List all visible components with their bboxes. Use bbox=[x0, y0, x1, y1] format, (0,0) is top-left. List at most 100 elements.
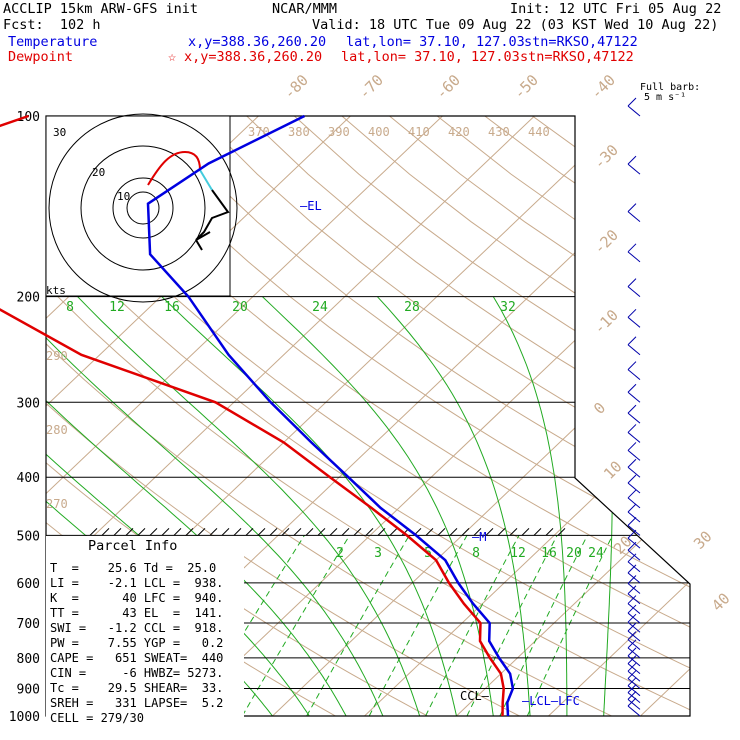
wind-barb bbox=[627, 155, 637, 165]
wind-barb bbox=[627, 647, 641, 659]
hatch-mark bbox=[173, 528, 182, 536]
hatch-mark bbox=[521, 528, 530, 536]
hatch-mark bbox=[113, 528, 122, 536]
wind-barb bbox=[627, 286, 641, 298]
wind-barb bbox=[627, 612, 641, 624]
moist-adiabat-label: 32 bbox=[500, 300, 516, 315]
mixing-ratio-label: 8 bbox=[472, 546, 480, 561]
star-icon: ☆ bbox=[168, 49, 177, 65]
wind-barb bbox=[627, 647, 637, 657]
dry-adiabat-label: 370 bbox=[248, 125, 270, 139]
hodograph-trace-red bbox=[147, 150, 201, 186]
isotherm-label: -10 bbox=[590, 306, 622, 338]
hodograph-trace-end bbox=[195, 231, 211, 251]
dry-adiabat-label: 420 bbox=[448, 125, 470, 139]
pressure-label-300: 300 bbox=[17, 396, 40, 411]
hatch-mark bbox=[269, 528, 278, 536]
hatch-mark bbox=[293, 528, 302, 536]
hatch-mark bbox=[149, 528, 158, 536]
mixing-ratio-label: 16 bbox=[541, 546, 557, 561]
dry-adiabat bbox=[46, 116, 520, 716]
hodograph-unit: kts bbox=[46, 284, 66, 297]
hatch-mark bbox=[161, 528, 170, 536]
parcel-info-row: SREH = 331 LAPSE= 5.2 bbox=[50, 696, 224, 710]
wind-barb bbox=[627, 450, 641, 461]
hatch-mark bbox=[137, 528, 146, 536]
hatch-mark bbox=[317, 528, 326, 536]
wind-barb bbox=[627, 677, 637, 687]
parcel-info-row: CIN = -6 HWBZ= 5273. bbox=[50, 666, 224, 680]
isotherm bbox=[732, 116, 740, 716]
hatch-mark bbox=[353, 528, 362, 536]
mixing-ratio-label: 3 bbox=[374, 546, 382, 561]
dry-adiabat-label: 440 bbox=[528, 125, 550, 139]
hatch-mark bbox=[125, 528, 134, 536]
wind-barb bbox=[627, 604, 637, 614]
parcel-info-row: PW = 7.55 YGP = 0.2 bbox=[50, 636, 224, 650]
isotherm bbox=[180, 116, 690, 716]
isotherm-label: 30 bbox=[690, 527, 716, 553]
hatch-mark bbox=[485, 528, 494, 536]
hodograph-ring-label: 30 bbox=[53, 126, 66, 139]
pressure-label-700: 700 bbox=[17, 617, 40, 632]
wind-barb bbox=[627, 583, 641, 594]
wind-barb bbox=[627, 593, 641, 605]
isotherm-label: -50 bbox=[510, 71, 542, 103]
wind-barb bbox=[627, 278, 637, 287]
wind-barb bbox=[627, 630, 641, 642]
wind-barb bbox=[627, 383, 637, 393]
hatch-mark bbox=[509, 528, 518, 536]
hatch-mark bbox=[329, 528, 338, 536]
hatch-mark bbox=[461, 528, 470, 536]
pressure-label-1000: 1000 bbox=[9, 710, 40, 725]
mixing-ratio-label: 24 bbox=[588, 546, 604, 561]
parcel-info-row: CELL = 279/30 bbox=[50, 711, 144, 725]
dry-adiabat bbox=[198, 116, 690, 716]
wind-barb bbox=[627, 639, 641, 650]
dry-adiabat bbox=[246, 116, 690, 716]
parcel-info-row: CAPE = 651 SWEAT= 440 bbox=[50, 651, 224, 665]
mixing-ratio-line bbox=[466, 535, 558, 716]
isotherm bbox=[46, 116, 535, 716]
temperature-latlon: lat,lon= 37.10, 127.03 bbox=[346, 34, 525, 50]
hatch-mark bbox=[185, 528, 194, 536]
wind-barb bbox=[627, 621, 641, 633]
parcel-info-row: K = 40 LFC = 940. bbox=[50, 591, 224, 605]
wind-barb bbox=[627, 613, 637, 623]
wind-barb bbox=[627, 458, 637, 468]
wind-barb bbox=[627, 692, 641, 704]
mixing-ratio-line bbox=[368, 535, 468, 716]
pressure-label-100: 100 bbox=[17, 110, 40, 125]
moist-adiabat bbox=[492, 296, 568, 716]
forecast-hour: Fcst: 102 h bbox=[3, 17, 101, 33]
wind-barb bbox=[627, 585, 637, 595]
dewpoint-legend-label: Dewpoint bbox=[8, 49, 74, 65]
dry-adiabat bbox=[46, 116, 690, 716]
dry-adiabat bbox=[46, 116, 690, 716]
hatch-mark bbox=[89, 528, 98, 536]
temperature-legend-label: Temperature bbox=[8, 34, 98, 50]
pressure-label-900: 900 bbox=[17, 683, 40, 698]
hatch-mark bbox=[101, 528, 110, 536]
wind-barb bbox=[627, 517, 637, 526]
wind-barb bbox=[627, 697, 637, 707]
isotherm bbox=[364, 116, 690, 716]
isotherm-label: -60 bbox=[432, 71, 464, 103]
wind-barb bbox=[627, 97, 637, 107]
wind-barb bbox=[627, 412, 641, 424]
wind-barb bbox=[627, 497, 641, 509]
wind-barb bbox=[627, 537, 641, 549]
wind-barb bbox=[627, 655, 641, 667]
temperature-profile bbox=[146, 114, 515, 717]
hodograph-ring bbox=[126, 191, 160, 225]
wind-barb bbox=[627, 595, 637, 604]
isotherm-label: 0 bbox=[590, 399, 609, 418]
dry-adiabat bbox=[46, 116, 690, 716]
pressure-label-800: 800 bbox=[17, 652, 40, 667]
hatch-mark bbox=[473, 528, 482, 536]
dry-adiabat bbox=[55, 116, 690, 716]
moist-adiabat-label: 28 bbox=[404, 300, 420, 315]
dry-adiabat bbox=[436, 116, 690, 716]
wind-barb bbox=[627, 474, 637, 484]
hatch-mark bbox=[257, 528, 266, 536]
